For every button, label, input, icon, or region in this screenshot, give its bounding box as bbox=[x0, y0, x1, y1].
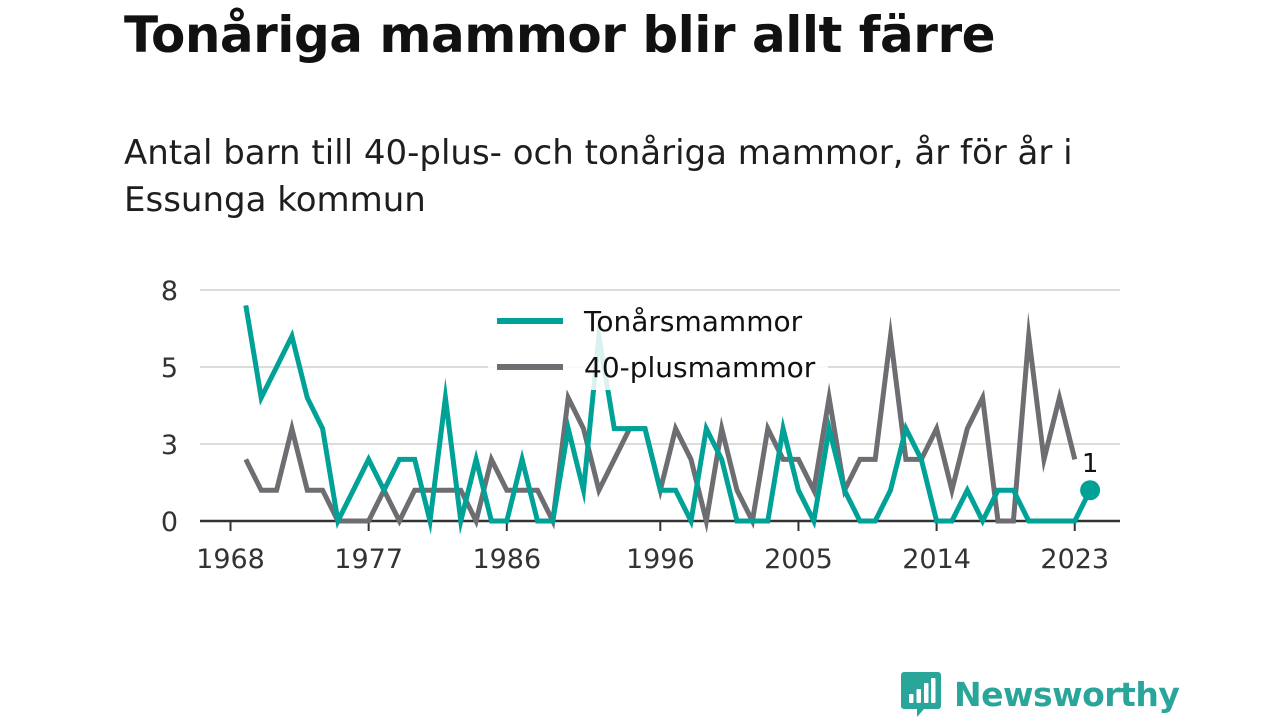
y-tick-label: 5 bbox=[161, 353, 178, 384]
chart-title: Tonåriga mammor blir allt färre bbox=[124, 6, 996, 64]
teen-mothers-line bbox=[243, 304, 1093, 535]
x-tick-label: 1977 bbox=[334, 544, 403, 575]
end-point-marker bbox=[1080, 480, 1101, 501]
bar-chart-bubble-icon bbox=[901, 672, 941, 717]
x-tick-label: 2023 bbox=[1040, 544, 1109, 575]
end-value-label: 1 bbox=[1082, 449, 1099, 479]
y-tick-label: 3 bbox=[161, 430, 178, 461]
x-tick-label: 2005 bbox=[764, 544, 833, 575]
x-tick-label: 1996 bbox=[626, 544, 695, 575]
x-tick-label: 2014 bbox=[902, 544, 971, 575]
legend-label: 40-plusmammor bbox=[584, 351, 816, 384]
x-axis: 1968 1977 1986 1996 2005 2014 2023 bbox=[196, 519, 1120, 575]
series-lines bbox=[243, 304, 1093, 535]
chart-subtitle: Antal barn till 40-plus- och tonåriga ma… bbox=[124, 133, 1073, 220]
x-tick-label: 1986 bbox=[472, 544, 541, 575]
data-labels: 1 bbox=[1080, 449, 1101, 501]
y-tick-label: 0 bbox=[161, 507, 178, 538]
y-tick-label: 8 bbox=[161, 276, 178, 307]
x-tick-label: 1968 bbox=[196, 544, 265, 575]
legend: Tonårsmammor 40-plusmammor bbox=[488, 298, 828, 390]
brand-logo: Newsworthy bbox=[900, 670, 1180, 718]
brand-name: Newsworthy bbox=[954, 674, 1180, 714]
legend-background bbox=[488, 298, 828, 390]
legend-label: Tonårsmammor bbox=[583, 305, 803, 338]
